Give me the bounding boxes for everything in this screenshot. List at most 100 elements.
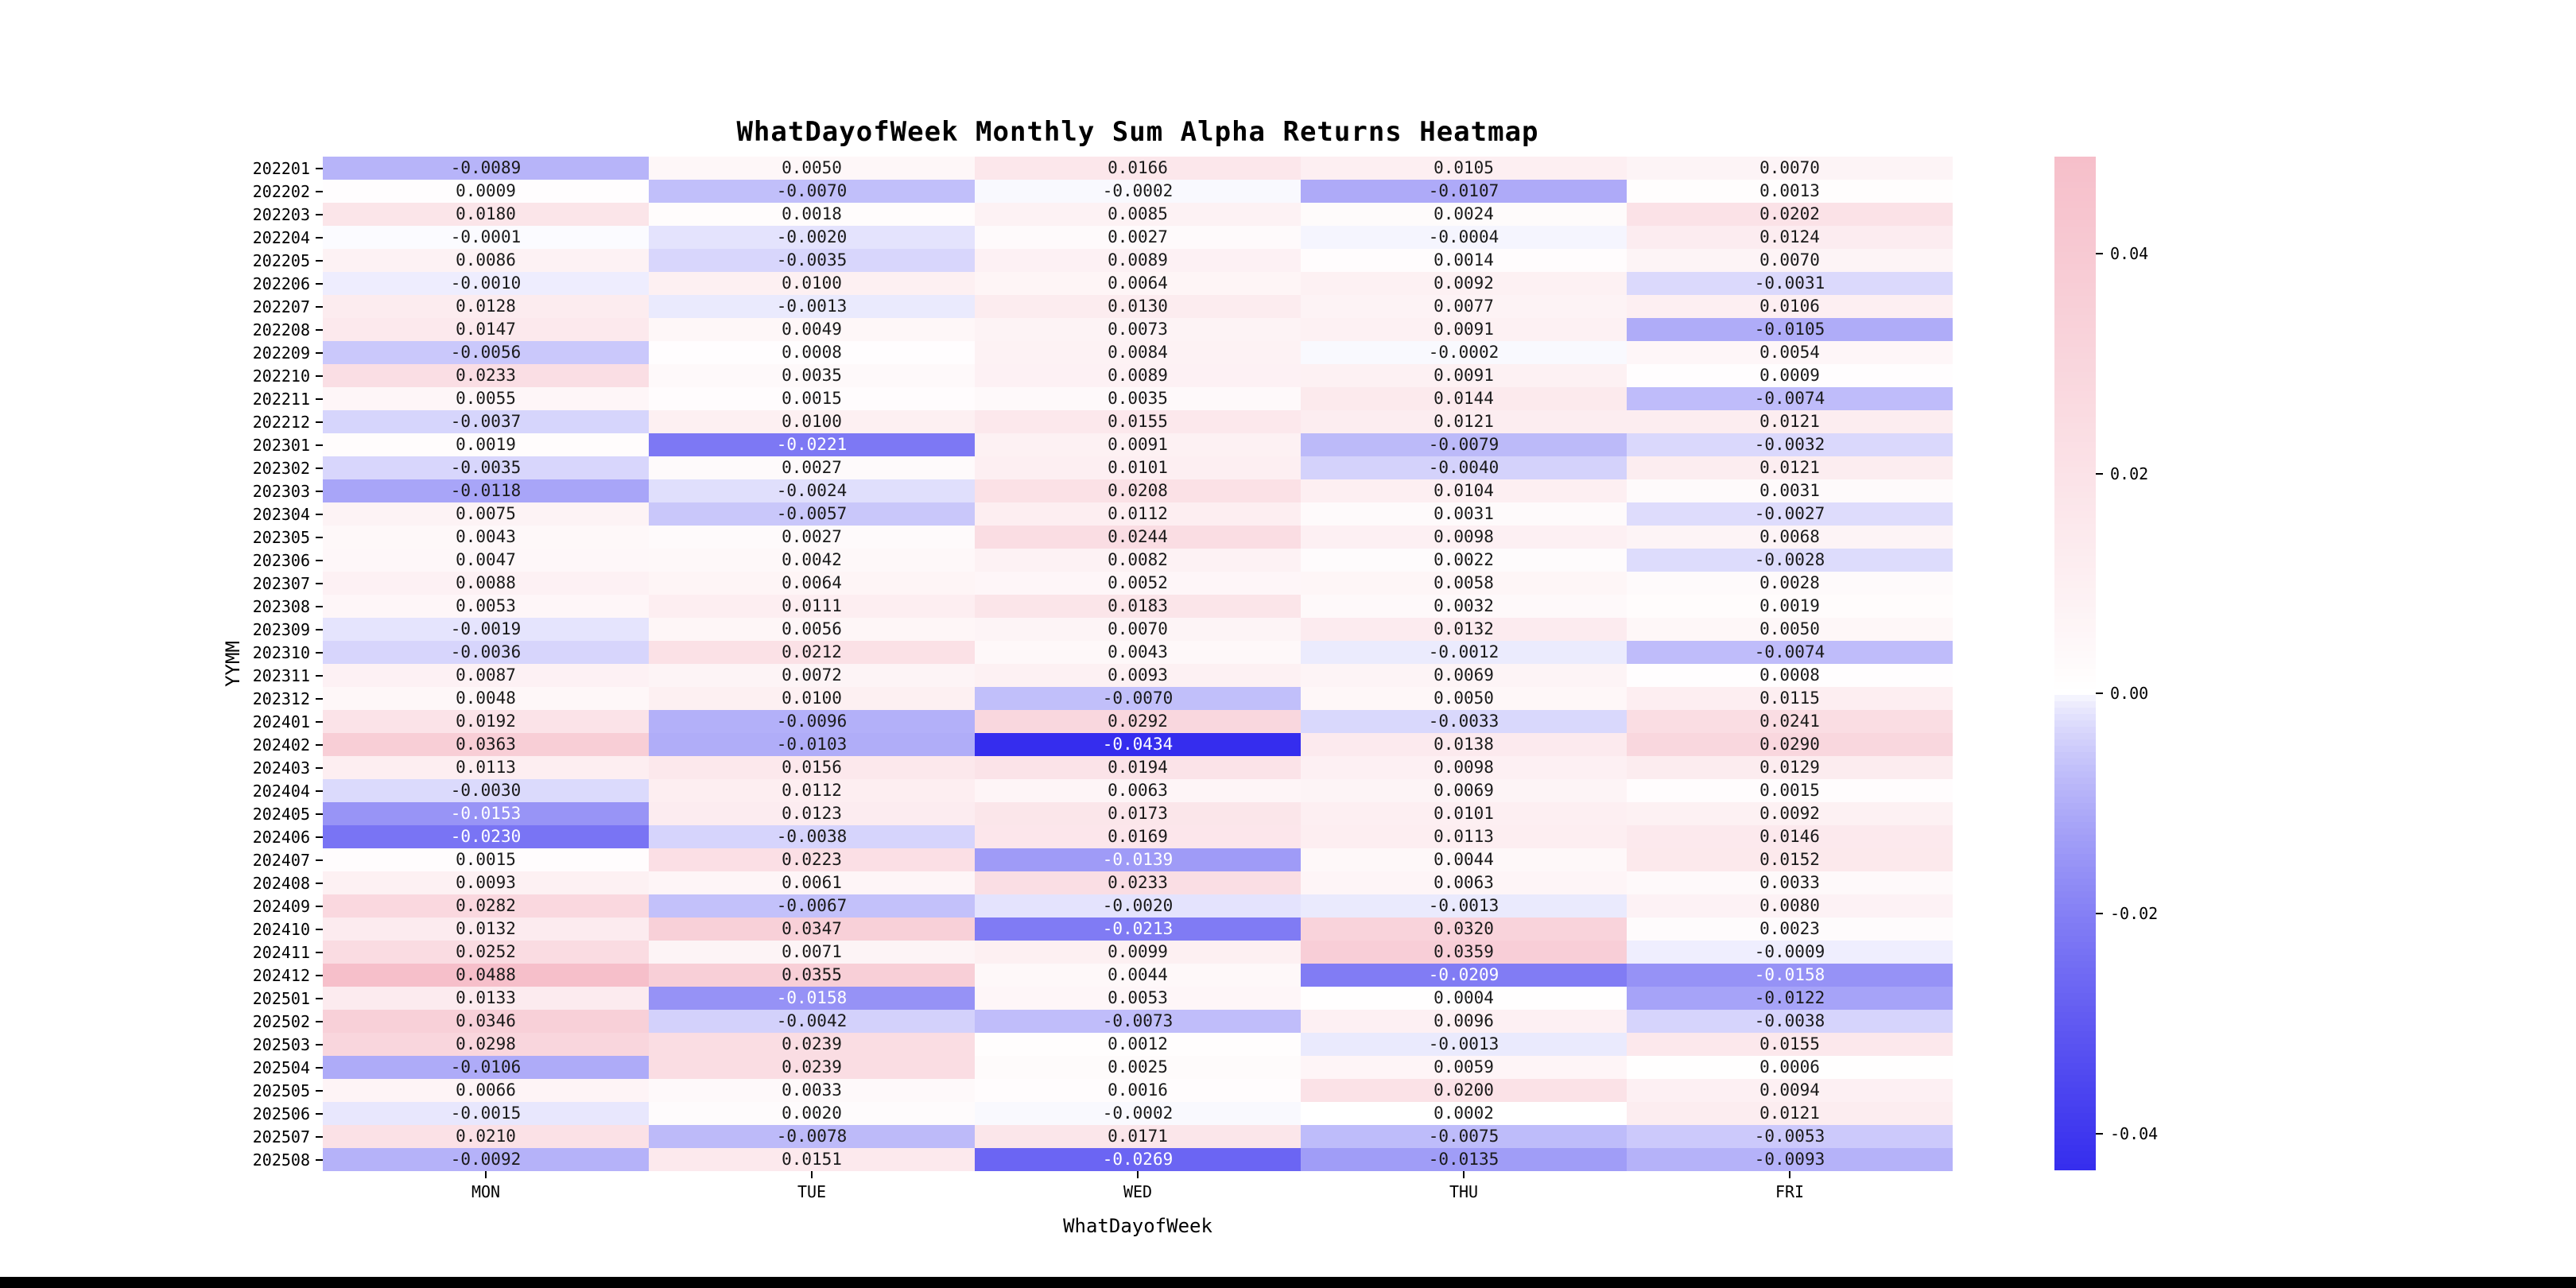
- y-tick-mark: [316, 628, 323, 630]
- colorbar-gradient-segment: [2054, 891, 2096, 898]
- heatmap-cell: 0.0070: [1627, 157, 1953, 180]
- y-tick-mark: [316, 651, 323, 654]
- colorbar-gradient-segment: [2054, 949, 2096, 956]
- heatmap-cell: 0.0055: [323, 387, 649, 410]
- heatmap-cell: 0.0094: [1627, 1079, 1953, 1102]
- y-tick-mark: [316, 928, 323, 930]
- colorbar-gradient-segment: [2054, 524, 2096, 531]
- y-tick-mark: [316, 836, 323, 838]
- colorbar-gradient-segment: [2054, 789, 2096, 797]
- heatmap-cell: -0.0009: [1627, 941, 1953, 964]
- colorbar-gradient-segment: [2054, 1005, 2096, 1012]
- y-tick-mark: [316, 789, 323, 792]
- heatmap-cell: 0.0111: [649, 595, 975, 618]
- y-tick-mark: [316, 859, 323, 861]
- colorbar-gradient-segment: [2054, 467, 2096, 474]
- y-tick-mark: [316, 467, 323, 469]
- heatmap-cell: 0.0027: [975, 226, 1301, 249]
- x-tick-label: FRI: [1627, 1171, 1953, 1201]
- y-tick-label: 202310: [0, 641, 323, 664]
- y-tick-label: 202307: [0, 572, 323, 595]
- colorbar-gradient-segment: [2054, 968, 2096, 974]
- heatmap-cell: 0.0033: [1627, 871, 1953, 894]
- heatmap-cell: -0.0033: [1301, 710, 1627, 733]
- colorbar-tick: -0.04: [2096, 1124, 2158, 1143]
- heatmap-cell: 0.0028: [1627, 572, 1953, 595]
- heatmap-cell: -0.0012: [1301, 641, 1627, 664]
- heatmap-cell: 0.0006: [1627, 1056, 1953, 1079]
- y-tick-mark: [316, 421, 323, 423]
- colorbar-gradient-segment: [2054, 580, 2096, 588]
- heatmap-cell: 0.0064: [975, 272, 1301, 295]
- y-tick-mark: [316, 236, 323, 239]
- colorbar-gradient-segment: [2054, 1062, 2096, 1069]
- y-tick-label: 202302: [0, 456, 323, 479]
- heatmap-cell: 0.0093: [975, 664, 1301, 687]
- heatmap-cell: 0.0151: [649, 1148, 975, 1171]
- colorbar-gradient-segment: [2054, 277, 2096, 284]
- heatmap-cell: 0.0298: [323, 1033, 649, 1056]
- colorbar-gradient-segment: [2054, 486, 2096, 493]
- heatmap-cell: 0.0144: [1301, 387, 1627, 410]
- colorbar-gradient-segment: [2054, 213, 2096, 220]
- x-tick-mark: [811, 1171, 813, 1178]
- heatmap-cell: -0.0004: [1301, 226, 1627, 249]
- colorbar-gradient-segment: [2054, 1030, 2096, 1038]
- colorbar-gradient-segment: [2054, 435, 2096, 442]
- heatmap-cell: 0.0123: [649, 802, 975, 825]
- y-tick-label: 202301: [0, 433, 323, 456]
- heatmap-cell: -0.0092: [323, 1148, 649, 1171]
- heatmap-cell: 0.0138: [1301, 733, 1627, 756]
- y-tick-mark: [316, 559, 323, 561]
- heatmap-cell: 0.0032: [1301, 595, 1627, 618]
- colorbar-tick-label: -0.02: [2110, 904, 2159, 924]
- heatmap-cell: 0.0008: [649, 341, 975, 364]
- colorbar-gradient-segment: [2054, 847, 2096, 854]
- colorbar-gradient-segment: [2054, 955, 2096, 962]
- y-tick-label: 202308: [0, 595, 323, 618]
- heatmap-cell: -0.0002: [975, 180, 1301, 203]
- heatmap-cell: -0.0002: [1301, 341, 1627, 364]
- heatmap-cell: 0.0044: [975, 964, 1301, 987]
- heatmap-cell: 0.0282: [323, 894, 649, 918]
- heatmap-cell: 0.0241: [1627, 710, 1953, 733]
- colorbar-gradient-segment: [2054, 371, 2096, 378]
- colorbar-gradient-segment: [2054, 537, 2096, 544]
- y-tick-mark: [316, 1066, 323, 1069]
- colorbar-gradient-segment: [2054, 347, 2096, 354]
- heatmap-cell: -0.0037: [323, 410, 649, 433]
- colorbar-gradient-segment: [2054, 365, 2096, 372]
- colorbar-gradient-segment: [2054, 416, 2096, 423]
- colorbar-gradient-segment: [2054, 499, 2096, 506]
- heatmap-cell: -0.0042: [649, 1010, 975, 1033]
- colorbar-gradient-segment: [2054, 701, 2096, 708]
- heatmap-cell: 0.0202: [1627, 203, 1953, 226]
- colorbar-gradient-segment: [2054, 245, 2096, 252]
- screen-bottom-edge-bar: [0, 1277, 2576, 1288]
- heatmap-cell: 0.0009: [323, 180, 649, 203]
- y-tick-label: 202312: [0, 687, 323, 710]
- y-tick-mark: [316, 1089, 323, 1092]
- y-tick-label: 202311: [0, 664, 323, 687]
- y-tick-label: 202501: [0, 987, 323, 1010]
- heatmap-cell: -0.0139: [975, 848, 1301, 871]
- colorbar-gradient-segment: [2054, 1113, 2096, 1120]
- colorbar-gradient-segment: [2054, 207, 2096, 214]
- colorbar-gradient-segment: [2054, 390, 2096, 398]
- heatmap-cell: 0.0121: [1301, 410, 1627, 433]
- colorbar-gradient-segment: [2054, 1158, 2096, 1165]
- heatmap-cell: 0.0112: [975, 502, 1301, 526]
- y-tick-label: 202208: [0, 318, 323, 341]
- heatmap-cell: -0.0067: [649, 894, 975, 918]
- y-tick-label: 202408: [0, 871, 323, 894]
- y-tick-label: 202505: [0, 1079, 323, 1102]
- y-tick-label: 202309: [0, 618, 323, 641]
- heatmap-cell: 0.0080: [1627, 894, 1953, 918]
- colorbar-gradient-segment: [2054, 448, 2096, 455]
- heatmap-cell: 0.0106: [1627, 295, 1953, 318]
- colorbar-gradient-segment: [2054, 251, 2096, 258]
- colorbar-gradient-segment: [2054, 1018, 2096, 1025]
- y-tick-mark: [316, 1043, 323, 1046]
- colorbar-gradient-segment: [2054, 479, 2096, 487]
- colorbar-gradient-segment: [2054, 505, 2096, 512]
